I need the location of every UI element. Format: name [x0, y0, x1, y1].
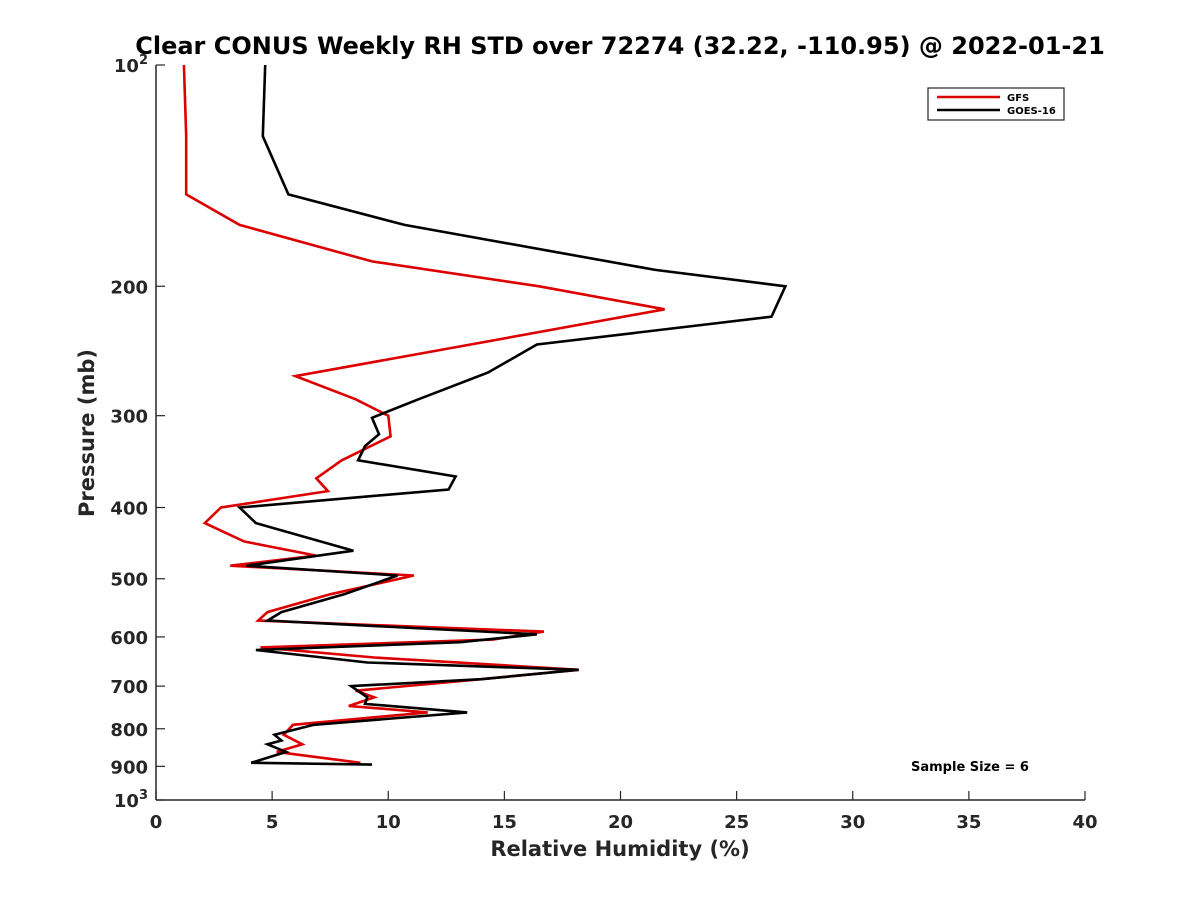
x-axis-label: Relative Humidity (%) — [490, 837, 749, 861]
x-tick-label: 15 — [492, 812, 517, 833]
x-tick-label: 40 — [1072, 812, 1097, 833]
y-tick-label: 700 — [110, 677, 148, 698]
series-lines — [182, 64, 788, 766]
y-tick-label: 600 — [110, 628, 148, 649]
x-tick-label: 0 — [150, 812, 163, 833]
y-tick-label: 103 — [114, 788, 148, 812]
y-tick-label: 200 — [110, 277, 148, 298]
y-tick-exponent: 3 — [139, 788, 148, 803]
y-tick-exponent: 2 — [139, 53, 148, 68]
x-tick-label: 10 — [376, 812, 401, 833]
y-tick-base: 10 — [114, 791, 139, 812]
x-axis-ticks: 0 5 10 15 20 25 30 35 40 — [150, 791, 1098, 833]
x-tick-label: 20 — [608, 812, 633, 833]
y-tick-label: 400 — [110, 499, 148, 520]
x-tick-label: 35 — [956, 812, 981, 833]
plot-area — [155, 65, 1085, 801]
y-axis-label: Pressure (mb) — [75, 349, 99, 517]
x-tick-label: 30 — [840, 812, 865, 833]
x-tick-label: 5 — [266, 812, 279, 833]
series-line-goes-16 — [236, 64, 788, 766]
x-tick-label: 25 — [724, 812, 749, 833]
series-line-gfs — [182, 64, 665, 765]
legend-box — [927, 87, 1065, 121]
y-tick-label: 300 — [110, 407, 148, 428]
y-tick-label: 500 — [110, 570, 148, 591]
y-tick-label: 900 — [110, 757, 148, 778]
y-tick-label: 800 — [110, 720, 148, 741]
legend-label-goes16: GOES-16 — [1007, 106, 1056, 117]
chart-title: Clear CONUS Weekly RH STD over 72274 (32… — [135, 32, 1105, 60]
y-tick-label: 102 — [114, 53, 148, 77]
legend-label-gfs: GFS — [1007, 93, 1029, 104]
sample-size-annotation: Sample Size = 6 — [911, 760, 1029, 775]
y-tick-base: 10 — [114, 56, 139, 77]
legend: GFS GOES-16 — [927, 87, 1065, 121]
